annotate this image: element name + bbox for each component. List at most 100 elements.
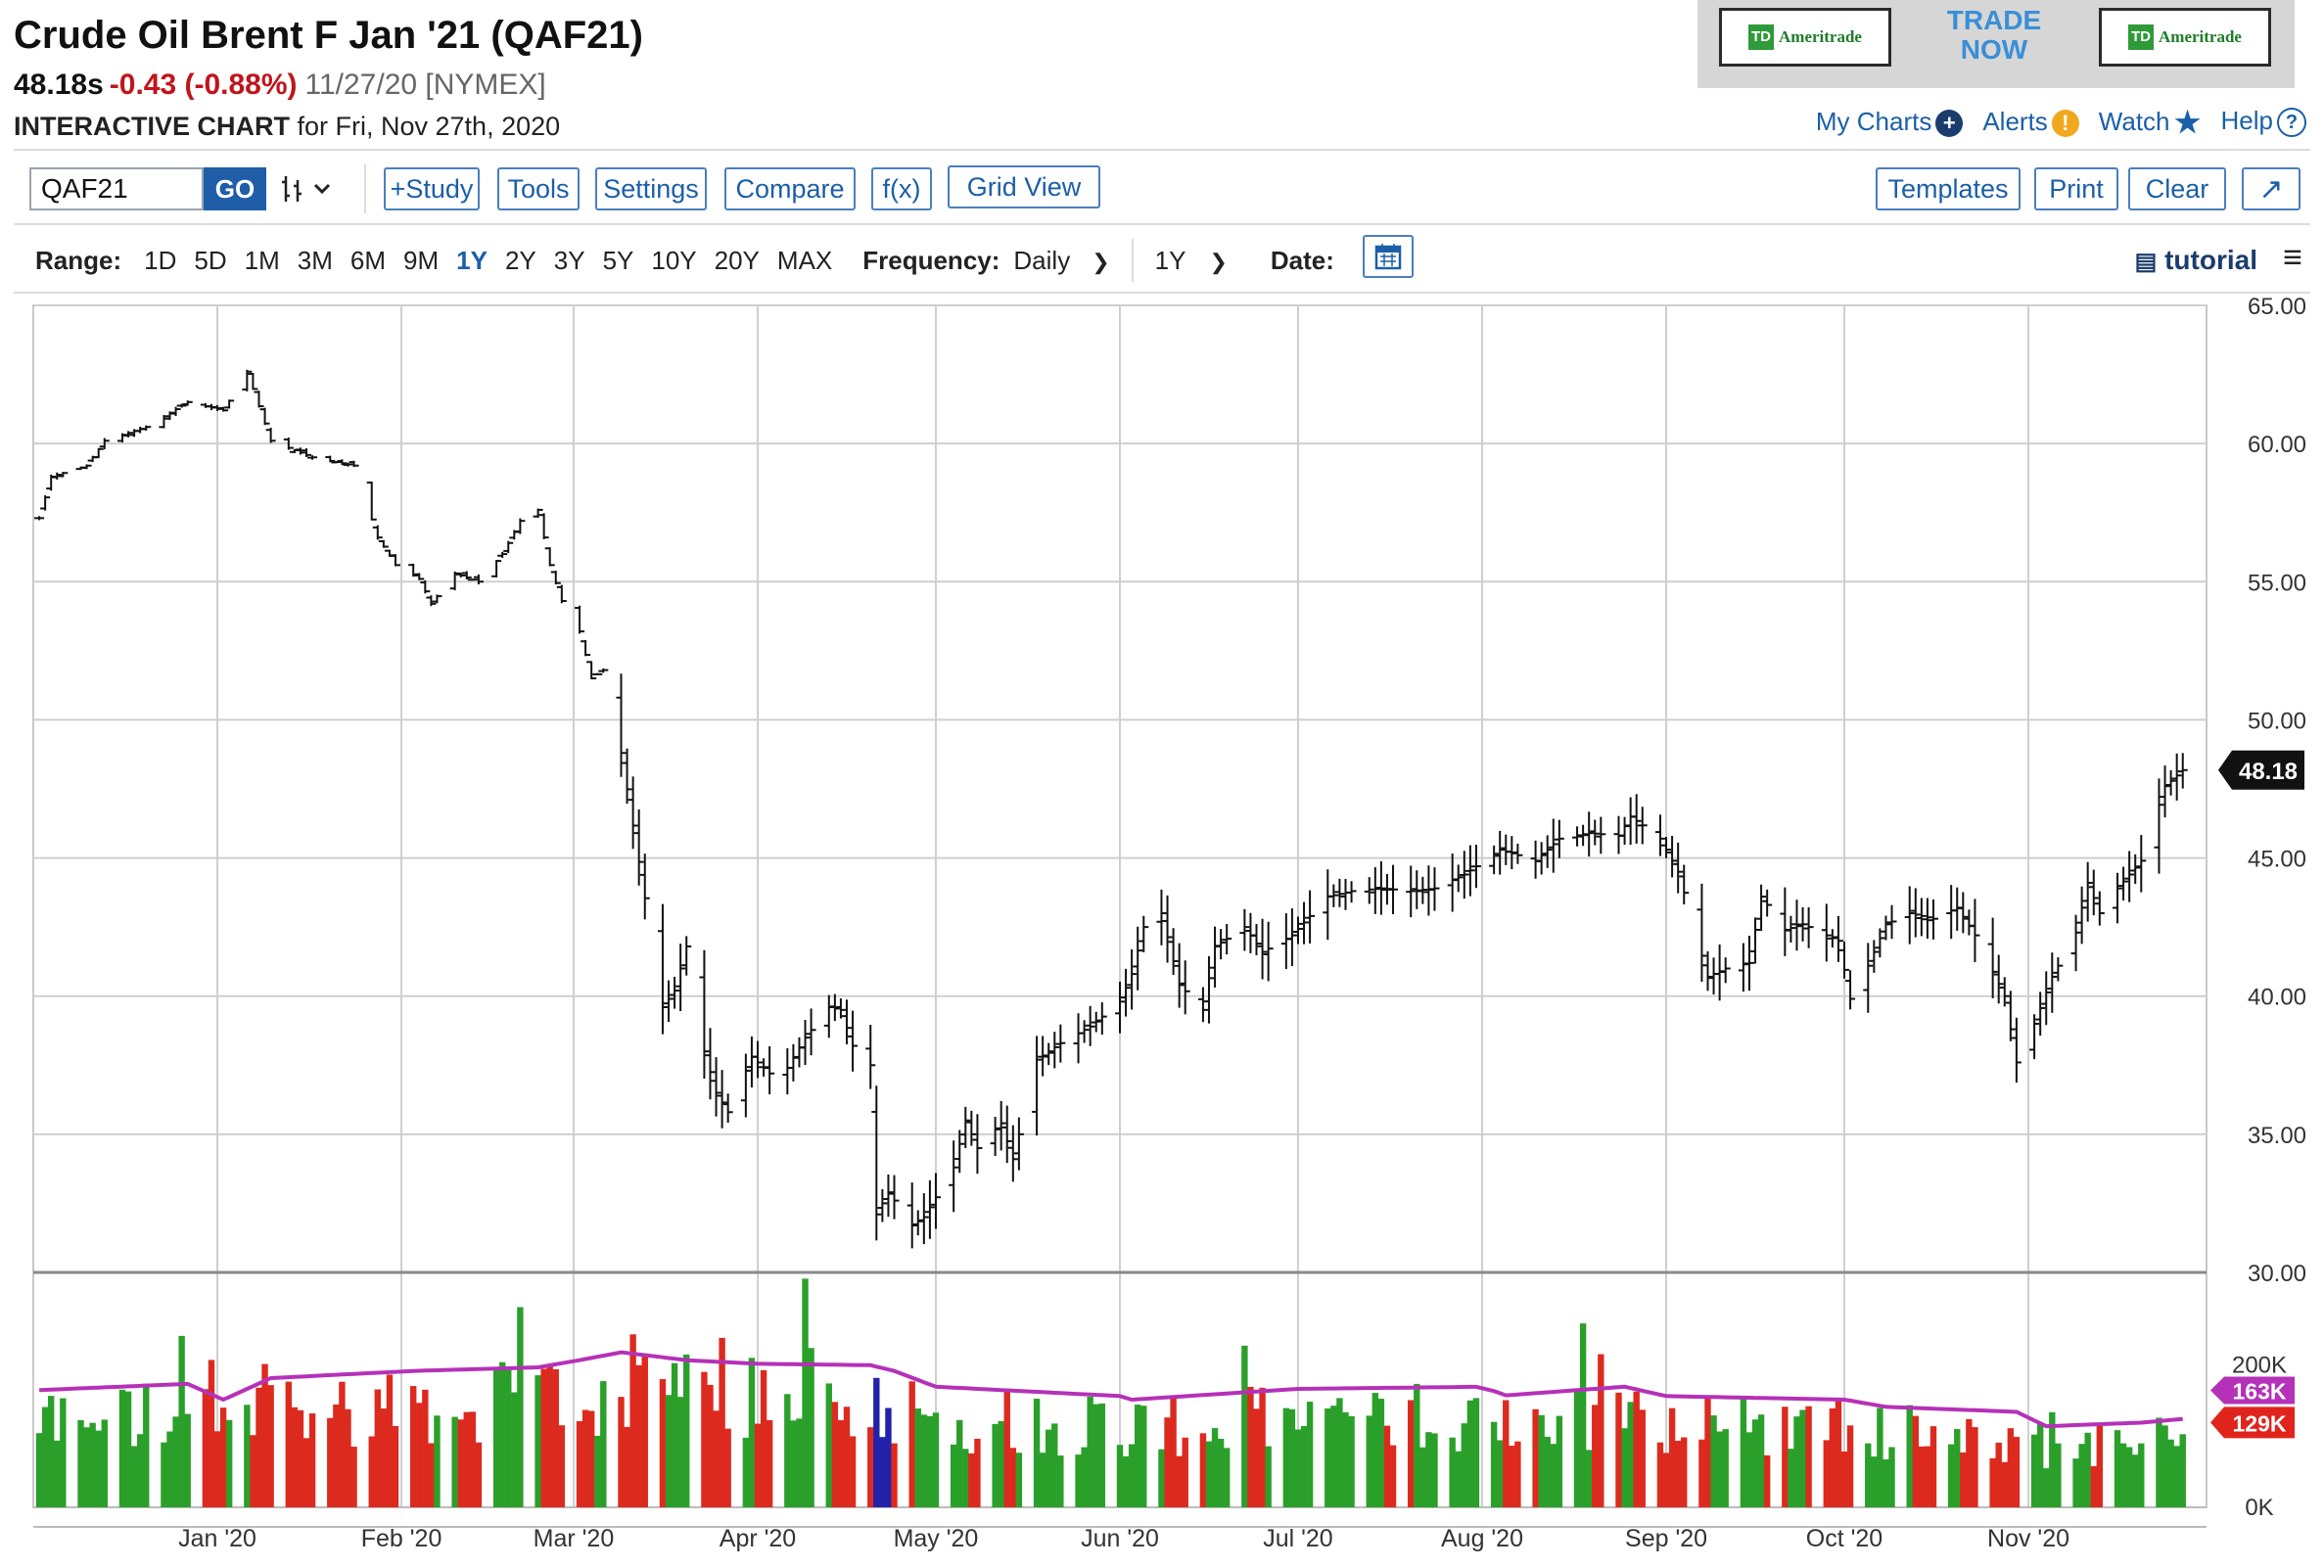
volume-bar (1722, 1429, 1729, 1507)
ohlc-bar (1596, 816, 1606, 854)
ohlc-bar (657, 903, 668, 1035)
ohlc-bar (575, 605, 585, 634)
range-1d[interactable]: 1D (144, 245, 177, 275)
bar-type-icon[interactable] (280, 172, 339, 210)
volume-bar (1585, 1450, 1593, 1507)
ohlc-bar (633, 808, 644, 886)
clear-button[interactable]: Clear (2128, 167, 2226, 210)
my-charts-link[interactable]: My Charts + (1816, 107, 1964, 137)
td-ameritrade-logo[interactable]: TD Ameritrade (1719, 8, 1891, 67)
fx-button[interactable]: f(x) (871, 167, 932, 210)
volume-bar (422, 1389, 429, 1507)
compare-button[interactable]: Compare (724, 167, 856, 210)
ohlc-bar (794, 1037, 805, 1068)
volume-bar (267, 1385, 274, 1507)
volume-bar (1211, 1428, 1219, 1507)
period-select[interactable]: 1Y ❯ (1155, 246, 1228, 276)
watch-link[interactable]: Watch ★ (2099, 107, 2202, 138)
y-tick-label: 30.00 (2248, 1261, 2306, 1287)
settings-button[interactable]: Settings (595, 167, 707, 210)
ohlc-bar (912, 1210, 923, 1236)
tutorial-link[interactable]: ▤ tutorial (2135, 245, 2257, 276)
ohlc-bar (2029, 1014, 2040, 1060)
ohlc-bar (2053, 957, 2064, 982)
ohlc-bar (835, 998, 846, 1019)
volume-bar (1877, 1407, 1883, 1507)
help-label: Help (2220, 106, 2273, 135)
volume-bar (1960, 1452, 1967, 1507)
grid-view-button[interactable]: Grid View (948, 165, 1100, 208)
range-1y[interactable]: 1Y (456, 245, 488, 275)
range-2y[interactable]: 2Y (504, 245, 536, 275)
range-1m[interactable]: 1M (244, 245, 280, 275)
x-tick-label: Nov '20 (1987, 1525, 2069, 1552)
ohlc-bar (1245, 912, 1256, 953)
volume-bar (2173, 1446, 2180, 1507)
frequency-select[interactable]: Daily ❯ (1013, 246, 1109, 276)
quote-line: 48.18s -0.43 (-0.88%) 11/27/20 [NYMEX] (14, 69, 546, 102)
volume-bar (2167, 1439, 2174, 1507)
last-price-label: 48.18 (2239, 759, 2298, 785)
range-5d[interactable]: 5D (194, 245, 227, 275)
ohlc-bar (81, 464, 92, 470)
ohlc-bar (295, 447, 305, 455)
templates-button[interactable]: Templates (1876, 167, 2021, 210)
ohlc-bar (259, 407, 270, 426)
ohlc-bar (1091, 1011, 1101, 1033)
volume-bar (950, 1444, 957, 1507)
trade-text: TRADE (1946, 5, 2042, 35)
ohlc-bar (2047, 952, 2058, 1013)
volume-bar (2078, 1444, 2085, 1507)
trade-now-link[interactable]: TRADE NOW (1921, 6, 2068, 65)
go-button[interactable]: GO (204, 167, 266, 210)
expand-icon[interactable]: ↗ (2242, 167, 2301, 210)
volume-bar (463, 1411, 470, 1507)
help-link[interactable]: Help? (2220, 106, 2306, 138)
volume-bar (1051, 1423, 1058, 1507)
volume-bar (339, 1381, 346, 1507)
volume-bar (1615, 1392, 1622, 1507)
ohlc-bar (717, 1070, 727, 1129)
volume-bar (492, 1369, 500, 1507)
last-volume-label: 129K (2233, 1410, 2287, 1436)
volume-bar (1598, 1354, 1604, 1507)
range-max[interactable]: MAX (776, 245, 833, 275)
period-value: 1Y (1154, 245, 1186, 275)
ohlc-bar (990, 1117, 1000, 1156)
volume-bar (250, 1435, 256, 1507)
ohlc-bar (865, 1024, 876, 1089)
volume-bar (505, 1369, 512, 1507)
calendar-icon[interactable] (1363, 235, 1414, 278)
range-9m[interactable]: 9M (403, 245, 440, 275)
volume-bar (1763, 1454, 1771, 1507)
tools-button[interactable]: Tools (497, 167, 580, 210)
volume-bar (47, 1396, 55, 1507)
ohlc-bar (1453, 864, 1464, 893)
symbol-input[interactable] (29, 167, 204, 210)
print-button[interactable]: Print (2034, 167, 2118, 210)
volume-bar (1294, 1429, 1302, 1507)
td-ameritrade-logo-right[interactable]: TD Ameritrade (2099, 8, 2271, 67)
range-6m[interactable]: 6M (349, 245, 386, 275)
ohlc-bar (1305, 890, 1316, 944)
range-10y[interactable]: 10Y (651, 245, 697, 275)
alerts-link[interactable]: Alerts! (1982, 107, 2079, 137)
hamburger-menu-icon[interactable]: ≡ (2283, 239, 2302, 276)
range-3y[interactable]: 3Y (553, 245, 585, 275)
ohlc-bar (1530, 840, 1541, 879)
study-button[interactable]: +Study (384, 167, 480, 210)
ohlc-bar (141, 425, 152, 431)
x-tick-label: Jan '20 (178, 1525, 256, 1552)
range-5y[interactable]: 5Y (602, 245, 634, 275)
volume-bar (1288, 1408, 1296, 1507)
range-20y[interactable]: 20Y (714, 245, 760, 275)
range-3m[interactable]: 3M (297, 245, 333, 275)
volume-bar (1710, 1415, 1717, 1507)
volume-bar (2007, 1428, 2015, 1507)
ohlc-bar (1970, 899, 1980, 962)
ad-banner[interactable]: TD Ameritrade TRADE NOW TD Ameritrade (1697, 0, 2295, 88)
volume-bar (1912, 1415, 1919, 1507)
volume-bar (796, 1418, 803, 1507)
ohlc-bar (670, 976, 680, 1009)
